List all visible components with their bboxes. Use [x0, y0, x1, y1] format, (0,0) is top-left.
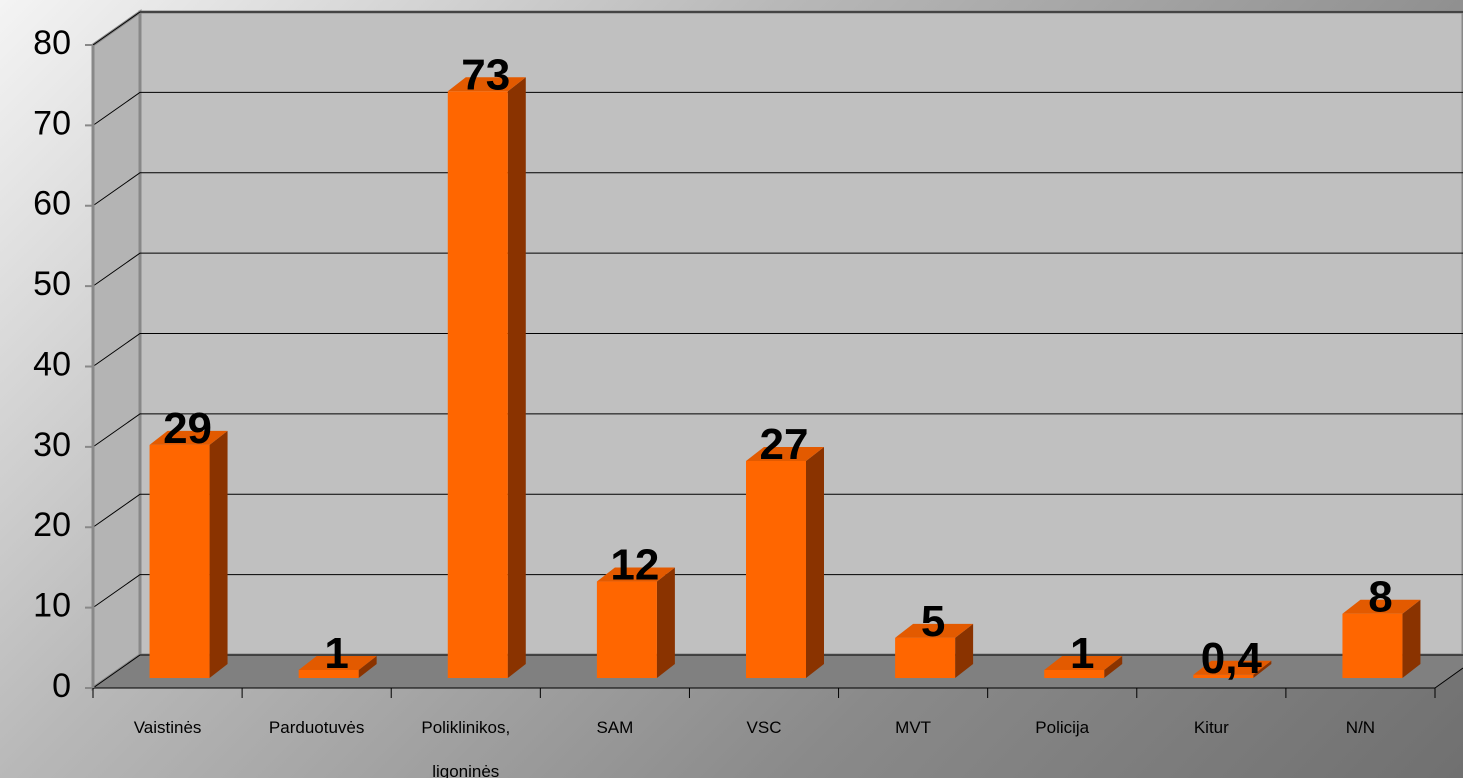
floor-edge — [1434, 667, 1463, 689]
data-label: 29 — [163, 404, 212, 453]
y-tick-label: 50 — [33, 265, 71, 303]
data-label: 5 — [921, 597, 945, 646]
bar — [746, 460, 806, 678]
bar — [1342, 613, 1403, 678]
bar-side — [358, 655, 377, 678]
bar — [298, 669, 359, 678]
bar-side — [656, 567, 675, 678]
y-tick-label: 10 — [33, 587, 71, 625]
grid-line — [92, 333, 1463, 367]
grid-line — [92, 493, 1463, 528]
y-tick-label: 60 — [33, 185, 71, 223]
x-tick-label: N/N — [1345, 718, 1376, 737]
bar — [149, 444, 210, 678]
bar-side — [1253, 660, 1272, 678]
grid-line — [92, 252, 1463, 287]
bar-top — [447, 77, 526, 92]
bar — [596, 581, 657, 678]
data-label: 12 — [610, 541, 659, 590]
bar-side — [507, 77, 526, 678]
bar — [1044, 669, 1105, 678]
bar-top — [1193, 660, 1272, 675]
y-tick-label: 80 — [33, 24, 71, 62]
bar-top — [298, 655, 377, 670]
bar-top — [1342, 599, 1421, 614]
x-tick-label: MVT — [895, 718, 932, 737]
bar-side — [1104, 655, 1123, 678]
x-tick-label: Vaistinės — [133, 718, 202, 737]
x-tick-label: Parduotuvės — [268, 718, 365, 737]
y-tick-label: 70 — [33, 104, 71, 142]
y-tick-label: 30 — [33, 426, 71, 464]
grid-line — [92, 172, 1463, 207]
y-tick-label: 20 — [33, 506, 71, 544]
data-label: 8 — [1368, 573, 1392, 622]
x-tick-label: Policija — [1035, 718, 1090, 737]
bar-top — [895, 623, 974, 638]
bar — [895, 637, 956, 678]
grid-line — [92, 654, 1463, 689]
x-tick-label: VSC — [746, 718, 782, 737]
y-tick-label: 0 — [52, 667, 71, 705]
grid-line — [92, 91, 1463, 126]
bar-top — [149, 430, 228, 445]
grid-line — [92, 11, 1463, 46]
bar-side — [955, 623, 974, 678]
y-tick-label: 40 — [33, 345, 71, 383]
bar-top — [746, 446, 824, 461]
x-tick-label: Poliklinikos, ligoninės — [421, 718, 511, 778]
bar-side — [209, 430, 228, 678]
data-label: 1 — [1070, 629, 1094, 678]
bar-side — [806, 446, 824, 678]
bar — [1193, 674, 1254, 678]
bar-top — [596, 567, 675, 582]
x-tick-label: SAM — [596, 718, 634, 737]
data-label: 73 — [461, 50, 510, 99]
grid-line — [92, 574, 1463, 609]
x-tick-label: Kitur — [1193, 718, 1229, 737]
data-label: 27 — [760, 420, 809, 469]
data-label: 1 — [324, 629, 348, 678]
grid-line — [92, 413, 1463, 448]
bar-side — [1402, 599, 1421, 678]
bar-top — [1044, 655, 1123, 670]
bar — [447, 91, 508, 678]
data-label: 0,4 — [1201, 634, 1263, 683]
